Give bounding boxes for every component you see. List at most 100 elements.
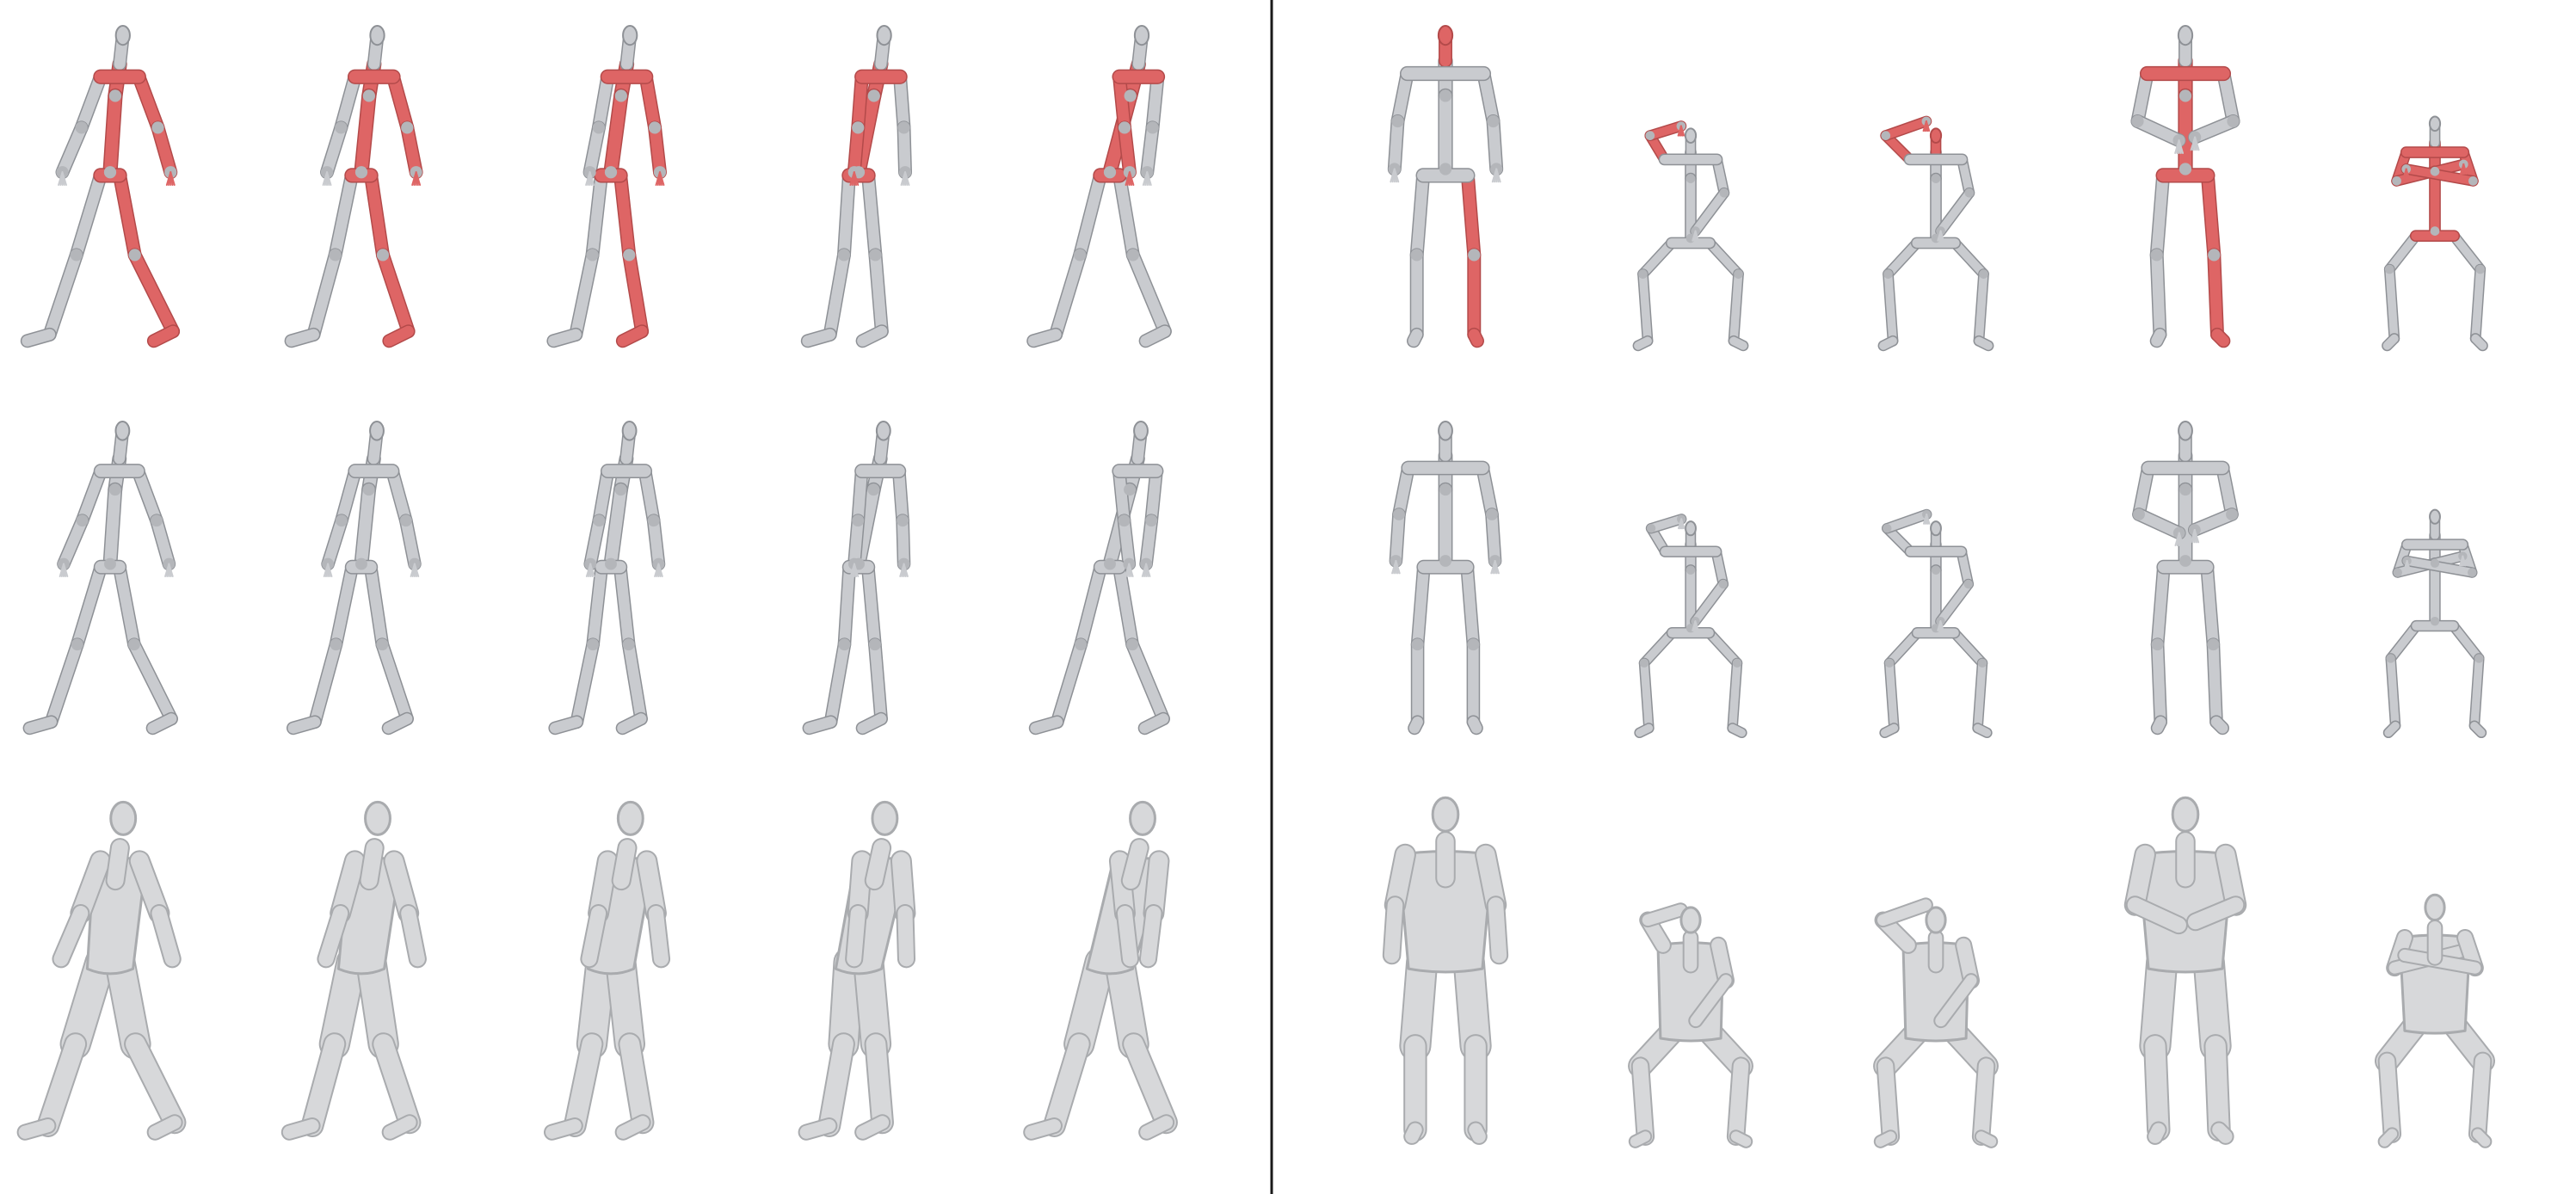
- pose-variety-skeleton-joint: [2207, 638, 2220, 651]
- walking-sequence-skeleton-joint: [614, 89, 627, 102]
- pose-variety-skeleton-bone-right-leg: [1462, 169, 1480, 261]
- pose-variety-skeleton-bone-right-leg: [2449, 621, 2484, 663]
- pose-variety-skeleton-bone-right-leg: [1973, 659, 1987, 733]
- pose-variety-skeleton-bone-left-leg: [2152, 716, 2166, 734]
- pose-variety-skeleton-finger: [1939, 620, 1944, 631]
- walking-sequence-skeleton-bone-left-leg: [571, 638, 599, 728]
- walking-sequence-mesh-limb: [866, 1034, 892, 1133]
- pose-variety-mesh-limb: [2379, 1053, 2400, 1142]
- walking-sequence-skeleton-bone-left-arm: [852, 465, 867, 526]
- walking-sequence-frame-3-skeleton-plain: [548, 421, 666, 735]
- walking-sequence-skeleton-bone-left-arm: [76, 71, 107, 133]
- walking-sequence-skeleton-joint: [336, 514, 348, 527]
- pose-variety-frame-3-body-mesh: [1873, 897, 1999, 1148]
- walking-sequence-mesh-limb: [582, 906, 607, 967]
- walking-sequence-skeleton-bone-left-leg: [804, 716, 836, 734]
- pose-variety-skeleton-bone-right-arm: [1476, 462, 1498, 520]
- pose-variety-skeleton-bone-left-leg: [1640, 659, 1654, 733]
- walking-sequence-skeleton-bone-left-arm: [57, 121, 88, 178]
- walking-sequence-skeleton-finger: [903, 563, 909, 577]
- walking-sequence-skeleton-joint: [867, 483, 880, 496]
- walking-sequence-skeleton-joint: [614, 483, 627, 496]
- pose-variety-skeleton-joint: [1645, 131, 1655, 140]
- walking-sequence-mesh-head: [109, 800, 138, 836]
- walking-sequence-skeleton-bone-right-leg: [1140, 325, 1171, 347]
- pose-variety-skeleton-bone-right-arm: [1936, 188, 1974, 236]
- walking-sequence-mesh-limb: [1106, 948, 1148, 1058]
- pose-variety-skeleton-bone-right-arm: [2402, 557, 2476, 577]
- pose-variety-skeleton-joint: [2150, 249, 2163, 262]
- walking-sequence-skeleton-bone-right-leg: [614, 561, 635, 650]
- walking-sequence-frame-2-body-mesh: [280, 800, 427, 1141]
- walking-sequence-mesh-limb: [1124, 1034, 1176, 1133]
- pose-variety-skeleton-bone-right-leg: [2208, 638, 2222, 728]
- walking-sequence-skeleton-bone-right-leg: [869, 249, 888, 337]
- pose-variety-skeleton-joint: [2392, 176, 2401, 186]
- walking-sequence-skeleton-joint: [1075, 638, 1088, 651]
- walking-sequence-skeleton-joint: [335, 121, 348, 134]
- walking-sequence-skeleton-finger: [63, 563, 69, 577]
- pose-variety-skeleton-bone-left-leg: [2152, 561, 2170, 650]
- walking-sequence-skeleton-finger: [415, 171, 422, 186]
- pose-variety-skeleton-bone-right-leg: [1729, 269, 1743, 346]
- walking-sequence-skeleton-joint: [852, 514, 865, 527]
- walking-sequence-skeleton-bone-left-leg: [309, 638, 342, 728]
- pose-variety-mesh-head: [2424, 893, 2446, 922]
- pose-variety-skeleton-joint: [2468, 568, 2477, 577]
- walking-sequence-skeleton-bone-right-arm: [400, 514, 421, 569]
- pose-variety-skeleton-bone-left-leg: [1880, 723, 1899, 737]
- walking-sequence-skeleton-bone-left-arm: [58, 514, 88, 569]
- walking-sequence-skeleton-bone-left-arm: [322, 514, 348, 569]
- walking-sequence-skeleton-bone-left-arm: [594, 465, 613, 526]
- pose-variety-mesh-limb: [1401, 947, 1437, 1061]
- pose-variety-skeleton-joint: [2430, 558, 2440, 568]
- pose-variety-skeleton-bone-right-leg: [1468, 329, 1483, 347]
- walking-sequence-skeleton-bone-left-arm: [848, 121, 864, 178]
- walking-sequence-frame-4-skeleton-highlighted: [800, 24, 912, 348]
- pose-variety-skeleton-finger: [2194, 136, 2200, 151]
- walking-sequence-skeleton-bone-left-arm: [1119, 121, 1136, 178]
- pose-variety-skeleton-joint: [1883, 524, 1892, 533]
- walking-sequence-skeleton-bone-right-arm: [132, 465, 163, 526]
- walking-sequence-skeleton-bone-right-arm: [1145, 465, 1162, 526]
- pose-variety-skeleton-finger: [1680, 518, 1685, 530]
- walking-sequence-skeleton-bone-right-leg: [365, 561, 388, 650]
- walking-sequence-frame-2-skeleton-highlighted: [284, 24, 423, 348]
- pose-variety-frame-1-skeleton-plain: [1389, 421, 1502, 735]
- pose-variety-skeleton-bone-right-arm: [2189, 508, 2238, 536]
- pose-variety-skeleton-bone-left-leg: [2384, 721, 2400, 737]
- walking-sequence-frame-3-skeleton-highlighted: [546, 24, 667, 348]
- pose-variety-mesh-limb: [1877, 1058, 1899, 1144]
- pose-variety-skeleton-bone-left-leg: [2151, 249, 2166, 341]
- walking-sequence-skeleton-bone-left-leg: [587, 561, 607, 650]
- walking-sequence-skeleton-bone-left-leg: [1051, 638, 1087, 728]
- pose-variety-frame-2-body-mesh: [1628, 902, 1753, 1148]
- walking-sequence-skeleton-bone-right-arm: [151, 514, 175, 569]
- walking-sequence-skeleton-joint: [1126, 638, 1139, 651]
- walking-sequence-skeleton-joint: [1146, 121, 1159, 134]
- walking-sequence-skeleton-finger: [658, 171, 665, 186]
- walking-sequence-skeleton-bone-right-leg: [114, 169, 141, 261]
- pose-variety-skeleton-bone-right-leg: [2208, 249, 2223, 341]
- pose-variety-skeleton-joint: [2151, 638, 2164, 651]
- walking-sequence-skeleton-finger: [169, 171, 176, 186]
- walking-sequence-skeleton-joint: [399, 514, 412, 527]
- pose-variety-frame-3-skeleton-plain: [1879, 508, 1993, 739]
- walking-sequence-skeleton-joint: [897, 121, 910, 134]
- walking-sequence-skeleton-head: [876, 24, 892, 46]
- walking-sequence-skeleton-bone-left-leg: [287, 716, 321, 734]
- pose-variety-skeleton-joint: [1467, 638, 1480, 651]
- walking-sequence-skeleton-joint: [362, 89, 376, 102]
- walking-sequence-frame-1-skeleton-highlighted: [20, 24, 181, 348]
- walking-sequence-skeleton-head: [1133, 421, 1149, 441]
- walking-sequence-skeleton-joint: [376, 638, 389, 651]
- pose-variety-skeleton-head: [1930, 520, 1942, 537]
- walking-sequence-skeleton-bone-right-leg: [376, 638, 413, 724]
- pose-variety-frame-5-skeleton-plain: [2382, 508, 2487, 739]
- pose-variety-skeleton-bone-right-leg: [2201, 561, 2219, 650]
- walking-sequence-mesh-limb: [151, 906, 180, 967]
- walking-sequence-skeleton-bone-right-leg: [365, 169, 389, 261]
- walking-sequence-skeleton-bone-right-leg: [617, 713, 647, 734]
- walking-sequence-skeleton-bone-left-arm: [77, 465, 107, 526]
